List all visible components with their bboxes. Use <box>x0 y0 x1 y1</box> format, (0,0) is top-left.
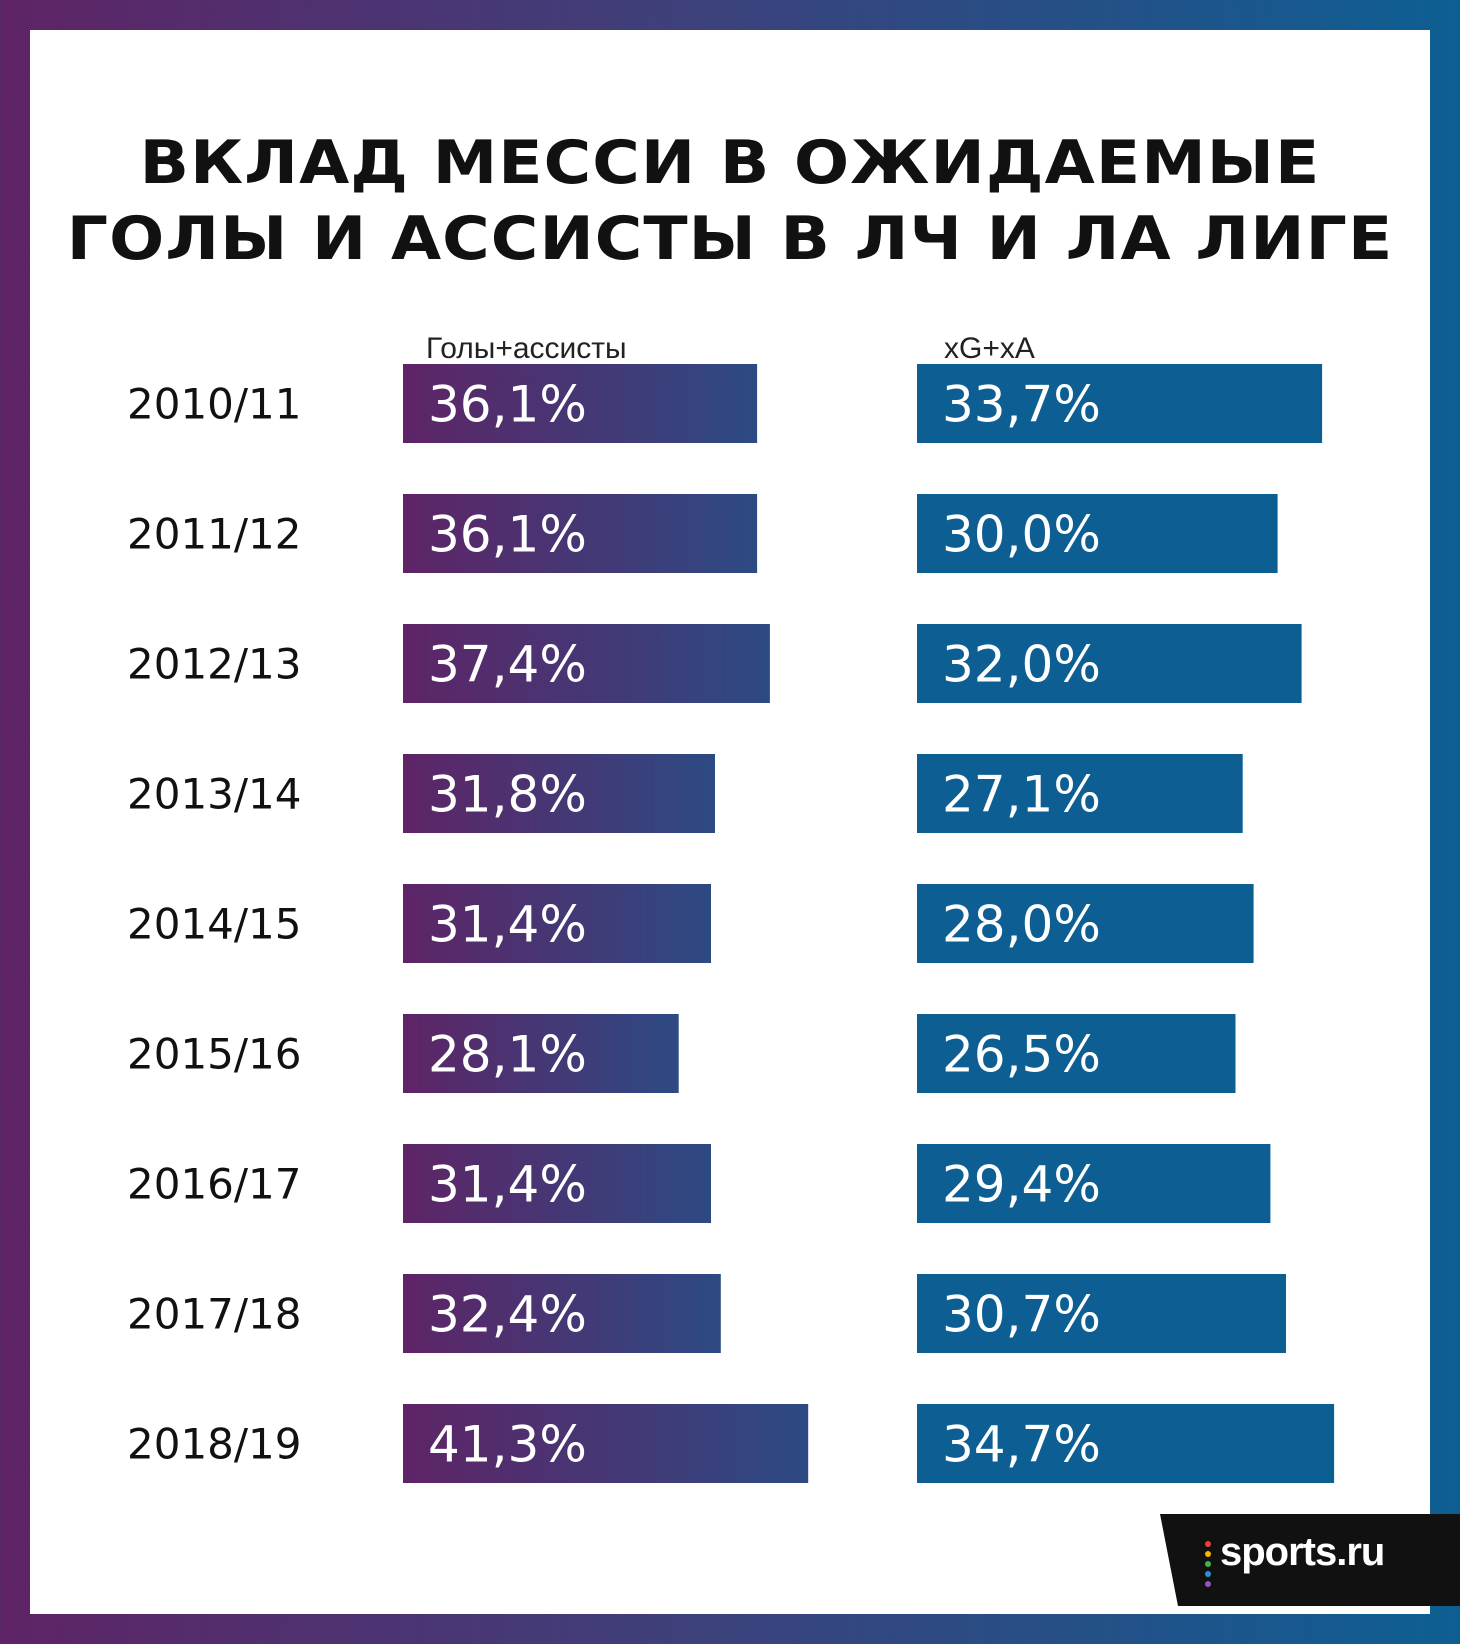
bar-goals-assists <box>403 754 715 833</box>
bar-goals-assists <box>403 884 711 963</box>
value-label-xg-xa: 34,7% <box>942 1416 1101 1474</box>
bar-xg-xa <box>917 494 1278 573</box>
sports-ru-dots-icon <box>1205 1541 1211 1587</box>
bar-goals-assists <box>403 494 758 573</box>
value-label-xg-xa: 30,0% <box>942 506 1101 564</box>
bar-goals-assists <box>403 624 770 703</box>
bar-xg-xa <box>917 884 1254 963</box>
bar-xg-xa <box>917 1274 1286 1353</box>
season-label: 2016/17 <box>127 1160 301 1209</box>
bar-goals-assists <box>403 1274 721 1353</box>
legend-xg-xa: xG+xA <box>944 332 1035 365</box>
season-label: 2018/19 <box>127 1420 301 1469</box>
logo-text: sports.ru <box>1220 1530 1385 1574</box>
bar-xg-xa <box>917 1014 1236 1093</box>
value-label-goals-assists: 41,3% <box>428 1416 587 1474</box>
sports-ru-logo: sports.ru <box>1160 1514 1460 1606</box>
value-label-goals-assists: 31,4% <box>428 1156 587 1214</box>
season-label: 2014/15 <box>127 900 301 949</box>
value-label-goals-assists: 28,1% <box>428 1026 587 1084</box>
legend-goals-assists: Голы+ассисты <box>426 332 627 365</box>
value-label-goals-assists: 36,1% <box>428 506 587 564</box>
value-label-goals-assists: 31,4% <box>428 896 587 954</box>
value-label-xg-xa: 32,0% <box>942 636 1101 694</box>
value-label-goals-assists: 32,4% <box>428 1286 587 1344</box>
bar-goals-assists <box>403 1404 809 1483</box>
bar-xg-xa <box>917 364 1323 443</box>
value-label-xg-xa: 28,0% <box>942 896 1101 954</box>
season-label: 2017/18 <box>127 1290 301 1339</box>
value-label-xg-xa: 29,4% <box>942 1156 1101 1214</box>
chart-title-line-2: ГОЛЫ И АССИСТЫ В ЛЧ И ЛА ЛИГЕ <box>66 204 1394 274</box>
season-label: 2011/12 <box>127 510 301 559</box>
bar-xg-xa <box>917 624 1302 703</box>
value-label-goals-assists: 31,8% <box>428 766 587 824</box>
bar-xg-xa <box>917 1404 1335 1483</box>
infographic-card: ВКЛАД МЕССИ В ОЖИДАЕМЫЕ ГОЛЫ И АССИСТЫ В… <box>30 30 1460 1614</box>
logo-background <box>1160 1514 1460 1606</box>
bar-goals-assists <box>403 1014 679 1093</box>
chart-title-line-1: ВКЛАД МЕССИ В ОЖИДАЕМЫЕ <box>139 128 1321 198</box>
chart-rows: 2010/11 36,1% 33,7% 2011/12 36,1% 30,0% 2012/1… <box>127 364 1335 1483</box>
value-label-xg-xa: 27,1% <box>942 766 1101 824</box>
value-label-xg-xa: 33,7% <box>942 376 1101 434</box>
season-label: 2012/13 <box>127 640 301 689</box>
bar-xg-xa <box>917 1144 1271 1223</box>
value-label-goals-assists: 36,1% <box>428 376 587 434</box>
season-label: 2013/14 <box>127 770 301 819</box>
bar-goals-assists <box>403 364 758 443</box>
value-label-xg-xa: 26,5% <box>942 1026 1101 1084</box>
value-label-xg-xa: 30,7% <box>942 1286 1101 1344</box>
chart-title: ВКЛАД МЕССИ В ОЖИДАЕМЫЕ ГОЛЫ И АССИСТЫ В… <box>0 125 1460 277</box>
bar-xg-xa <box>917 754 1243 833</box>
bar-chart: 2010/11 36,1% 33,7% 2011/12 36,1% 30,0% 2012/1… <box>127 364 1335 1483</box>
value-label-goals-assists: 37,4% <box>428 636 587 694</box>
season-label: 2015/16 <box>127 1030 301 1079</box>
bar-goals-assists <box>403 1144 711 1223</box>
season-label: 2010/11 <box>127 380 301 429</box>
